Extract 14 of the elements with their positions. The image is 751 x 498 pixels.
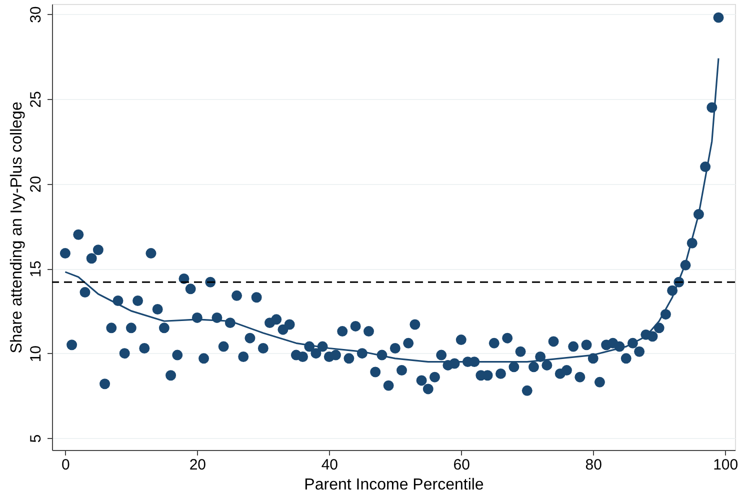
y-tick-label: 25 [28, 91, 44, 108]
y-tick-label: 30 [28, 6, 44, 24]
y-axis-title: Share attending an Ivy-Plus college [8, 102, 26, 354]
x-axis-title: Parent Income Percentile [304, 476, 484, 494]
y-tick-label: 5 [28, 434, 44, 443]
x-tick-label: 40 [321, 456, 338, 474]
y-tick-label: 10 [28, 345, 44, 362]
y-tick-label: 20 [28, 176, 44, 193]
x-tick-label: 0 [62, 456, 70, 474]
x-tick-label: 20 [189, 456, 206, 474]
x-tick-label: 60 [453, 456, 470, 474]
x-tick-label: 80 [585, 456, 602, 474]
x-tick-label: 100 [713, 456, 738, 474]
y-tick-label: 15 [28, 260, 44, 278]
